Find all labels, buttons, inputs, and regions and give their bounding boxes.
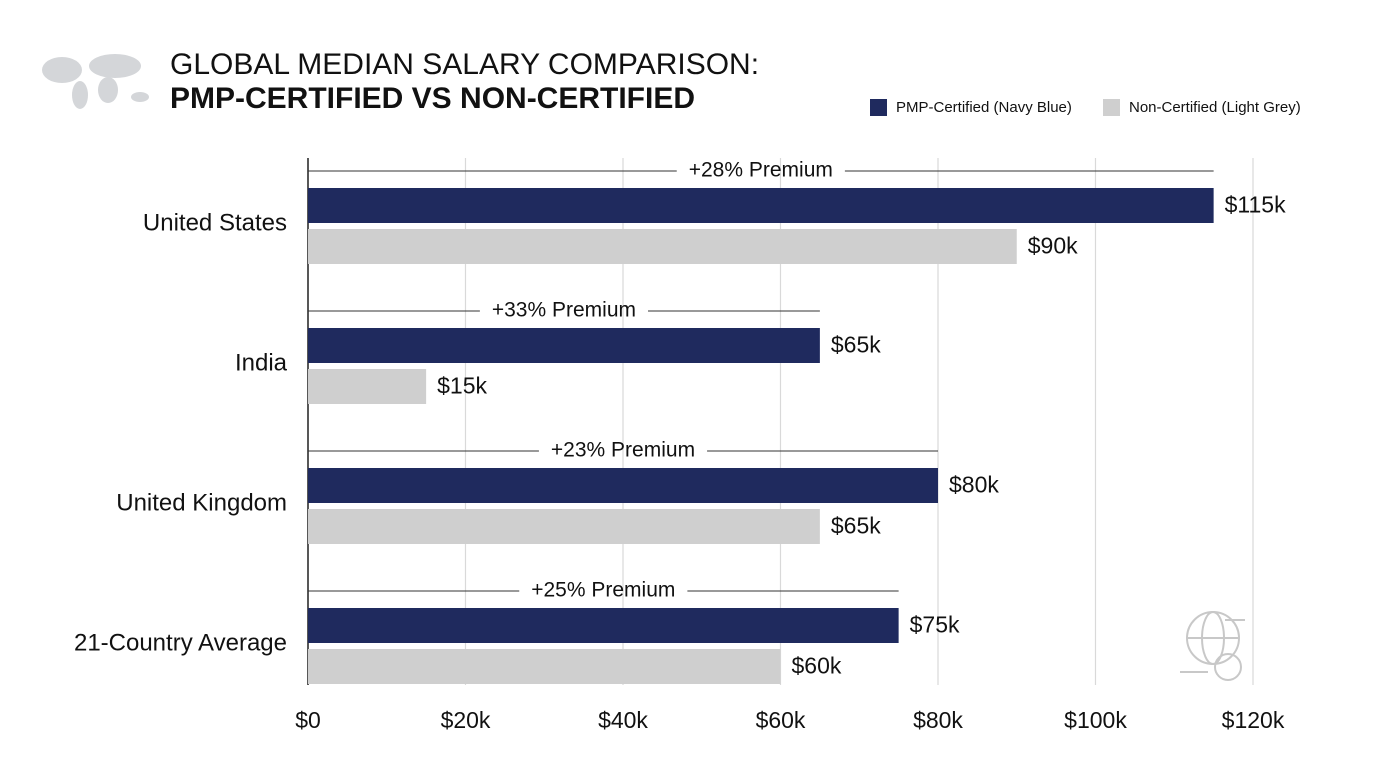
bar [308,649,781,684]
annotation: +33% Premium [492,299,636,322]
value-label: $15k [437,373,487,399]
bar [308,509,820,544]
value-label: $60k [792,653,842,679]
x-tick-label: $0 [295,707,321,733]
legend-label: PMP-Certified (Navy Blue) [896,99,1072,116]
legend-label: Non-Certified (Light Grey) [1129,99,1301,116]
x-tick-label: $80k [913,707,963,733]
chart-title: GLOBAL MEDIAN SALARY COMPARISON: [170,48,759,81]
x-tick-label: $100k [1064,707,1127,733]
value-label: $115k [1225,192,1286,218]
bar [308,229,1017,264]
bar [308,328,820,363]
y-tick-label: United Kingdom [116,489,287,516]
annotation: +28% Premium [689,159,833,182]
x-tick-label: $20k [441,707,491,733]
chart-subtitle: PMP-CERTIFIED VS NON-CERTIFIED [170,82,695,115]
globe-icon [1180,611,1245,681]
value-label: $90k [1028,233,1078,259]
legend-swatch [870,99,887,116]
x-tick-label: $40k [598,707,648,733]
y-tick-label: India [235,349,288,376]
y-tick-label: United States [143,209,287,236]
legend-swatch [1103,99,1120,116]
bar [308,369,427,404]
annotation: +23% Premium [551,439,695,462]
y-tick-label: 21-Country Average [74,629,287,656]
value-label: $65k [831,513,881,539]
value-label: $75k [910,612,960,638]
bar [308,608,899,643]
bar [308,468,938,503]
x-tick-label: $60k [756,707,806,733]
value-label: $65k [831,332,881,358]
world-map-icon [42,54,149,109]
x-tick-label: $120k [1222,707,1285,733]
bar [308,188,1214,223]
annotation: +25% Premium [531,579,675,602]
value-label: $80k [949,472,999,498]
